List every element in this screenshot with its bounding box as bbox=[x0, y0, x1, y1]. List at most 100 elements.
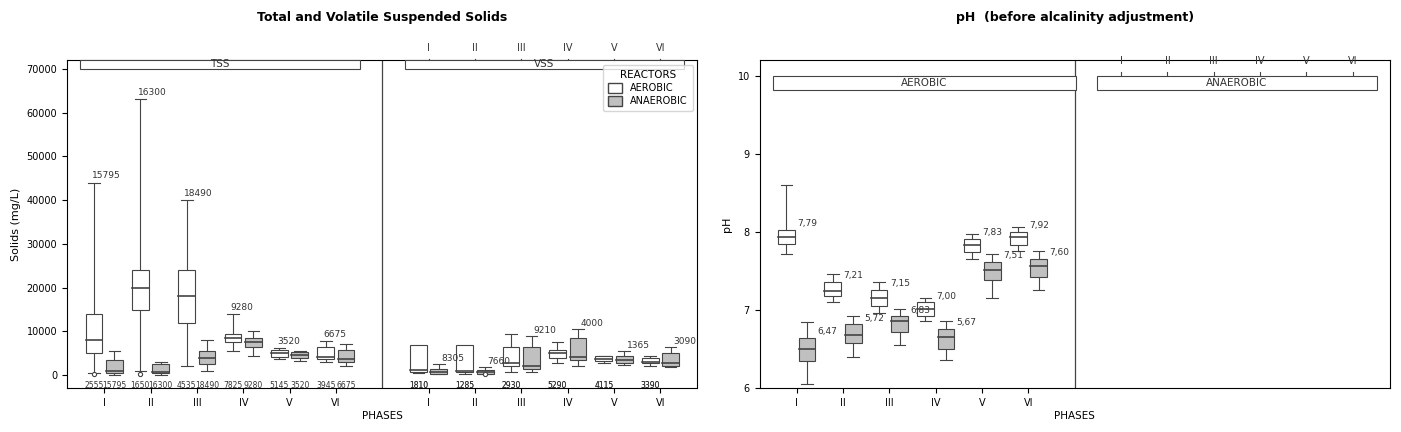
Text: II: II bbox=[472, 44, 478, 54]
X-axis label: PHASES: PHASES bbox=[361, 411, 402, 421]
Text: 16300: 16300 bbox=[149, 381, 172, 390]
Text: 7,92: 7,92 bbox=[1028, 222, 1049, 230]
Text: 2930: 2930 bbox=[502, 381, 521, 390]
Bar bbox=[85, 314, 102, 353]
Text: 7660: 7660 bbox=[488, 358, 510, 366]
Bar bbox=[457, 345, 474, 372]
Text: 6,83: 6,83 bbox=[911, 306, 930, 315]
Bar bbox=[570, 338, 586, 360]
Text: ANAEROBIC: ANAEROBIC bbox=[1206, 78, 1268, 88]
Text: 4115: 4115 bbox=[594, 381, 614, 390]
Text: 5290: 5290 bbox=[548, 381, 567, 390]
Text: 1285: 1285 bbox=[455, 381, 475, 390]
Text: 7,51: 7,51 bbox=[1003, 251, 1023, 260]
Text: 5145: 5145 bbox=[270, 381, 289, 390]
Text: 6,47: 6,47 bbox=[818, 327, 838, 336]
Bar bbox=[153, 364, 170, 373]
Text: 9280: 9280 bbox=[244, 381, 263, 390]
Y-axis label: pH: pH bbox=[722, 216, 733, 232]
Bar bbox=[984, 262, 1000, 280]
Text: 18490: 18490 bbox=[185, 189, 213, 198]
Text: 1810: 1810 bbox=[409, 381, 429, 390]
Bar bbox=[410, 345, 427, 372]
Bar bbox=[1010, 232, 1027, 245]
Text: 7,15: 7,15 bbox=[890, 280, 909, 288]
Bar bbox=[476, 370, 493, 374]
Text: 3520: 3520 bbox=[290, 381, 310, 390]
Text: AEROBIC: AEROBIC bbox=[901, 78, 947, 88]
Text: 15795: 15795 bbox=[102, 381, 126, 390]
Text: 8305: 8305 bbox=[441, 354, 464, 363]
Bar bbox=[245, 338, 262, 347]
Text: 1365: 1365 bbox=[626, 341, 650, 350]
Text: 7,60: 7,60 bbox=[1049, 248, 1069, 257]
Bar bbox=[1097, 76, 1377, 90]
Bar bbox=[616, 356, 633, 363]
Title: Total and Volatile Suspended Solids: Total and Volatile Suspended Solids bbox=[258, 11, 507, 24]
Text: 9280: 9280 bbox=[231, 303, 254, 312]
Text: 4115: 4115 bbox=[594, 381, 614, 390]
Text: 2930: 2930 bbox=[502, 381, 521, 390]
Bar bbox=[918, 302, 934, 317]
Text: VI: VI bbox=[656, 44, 665, 54]
Y-axis label: Solids (mg/L): Solids (mg/L) bbox=[11, 187, 21, 261]
Bar bbox=[772, 76, 1076, 90]
Text: VSS: VSS bbox=[534, 59, 555, 70]
Title: pH  (before alcalinity adjustment): pH (before alcalinity adjustment) bbox=[955, 11, 1194, 24]
Text: 1810: 1810 bbox=[409, 381, 429, 390]
X-axis label: PHASES: PHASES bbox=[1055, 411, 1096, 421]
Text: 3390: 3390 bbox=[640, 381, 660, 390]
Text: IV: IV bbox=[1255, 56, 1265, 66]
Text: 1285: 1285 bbox=[455, 381, 475, 390]
Text: 7,21: 7,21 bbox=[843, 271, 863, 280]
Bar bbox=[291, 353, 308, 358]
Text: 9210: 9210 bbox=[534, 326, 556, 335]
Text: II: II bbox=[1164, 56, 1170, 66]
Bar bbox=[199, 351, 216, 364]
Bar bbox=[178, 270, 195, 323]
Bar bbox=[891, 317, 908, 332]
Text: 6675: 6675 bbox=[324, 330, 346, 339]
Text: TSS: TSS bbox=[210, 59, 230, 70]
Legend: AEROBIC, ANAEROBIC: AEROBIC, ANAEROBIC bbox=[602, 65, 692, 111]
Bar bbox=[642, 358, 658, 363]
Bar bbox=[270, 350, 287, 357]
Text: 4535: 4535 bbox=[177, 381, 196, 390]
Text: 16300: 16300 bbox=[139, 88, 167, 97]
Text: 5,72: 5,72 bbox=[864, 314, 884, 323]
Bar bbox=[106, 360, 123, 373]
Text: I: I bbox=[427, 44, 430, 54]
Bar bbox=[430, 368, 447, 374]
Bar bbox=[937, 329, 954, 349]
Bar bbox=[549, 350, 566, 358]
Text: III: III bbox=[517, 44, 525, 54]
Text: 5,67: 5,67 bbox=[957, 318, 976, 327]
Text: 7825: 7825 bbox=[223, 381, 242, 390]
Text: V: V bbox=[1303, 56, 1310, 66]
Bar bbox=[845, 324, 862, 343]
Bar bbox=[778, 230, 794, 244]
Text: 7,79: 7,79 bbox=[797, 219, 817, 228]
Text: 3390: 3390 bbox=[640, 381, 660, 390]
Text: V: V bbox=[611, 44, 618, 54]
Bar bbox=[871, 290, 887, 305]
Bar bbox=[132, 270, 149, 310]
Text: 7,00: 7,00 bbox=[936, 292, 955, 301]
Bar bbox=[338, 350, 354, 362]
Bar bbox=[964, 239, 981, 252]
Bar bbox=[663, 353, 679, 365]
Bar bbox=[503, 347, 520, 366]
Text: 5290: 5290 bbox=[548, 381, 567, 390]
Text: 3520: 3520 bbox=[277, 337, 300, 346]
Text: I: I bbox=[1119, 56, 1122, 66]
Text: 15795: 15795 bbox=[91, 172, 120, 181]
Text: 2555: 2555 bbox=[84, 381, 104, 390]
Text: VI: VI bbox=[1348, 56, 1358, 66]
Bar bbox=[405, 60, 685, 69]
Bar bbox=[224, 334, 241, 343]
Text: 6675: 6675 bbox=[336, 381, 356, 390]
Bar bbox=[1030, 259, 1047, 277]
Text: 7,83: 7,83 bbox=[982, 229, 1003, 238]
Bar bbox=[523, 347, 539, 368]
Text: III: III bbox=[1209, 56, 1217, 66]
